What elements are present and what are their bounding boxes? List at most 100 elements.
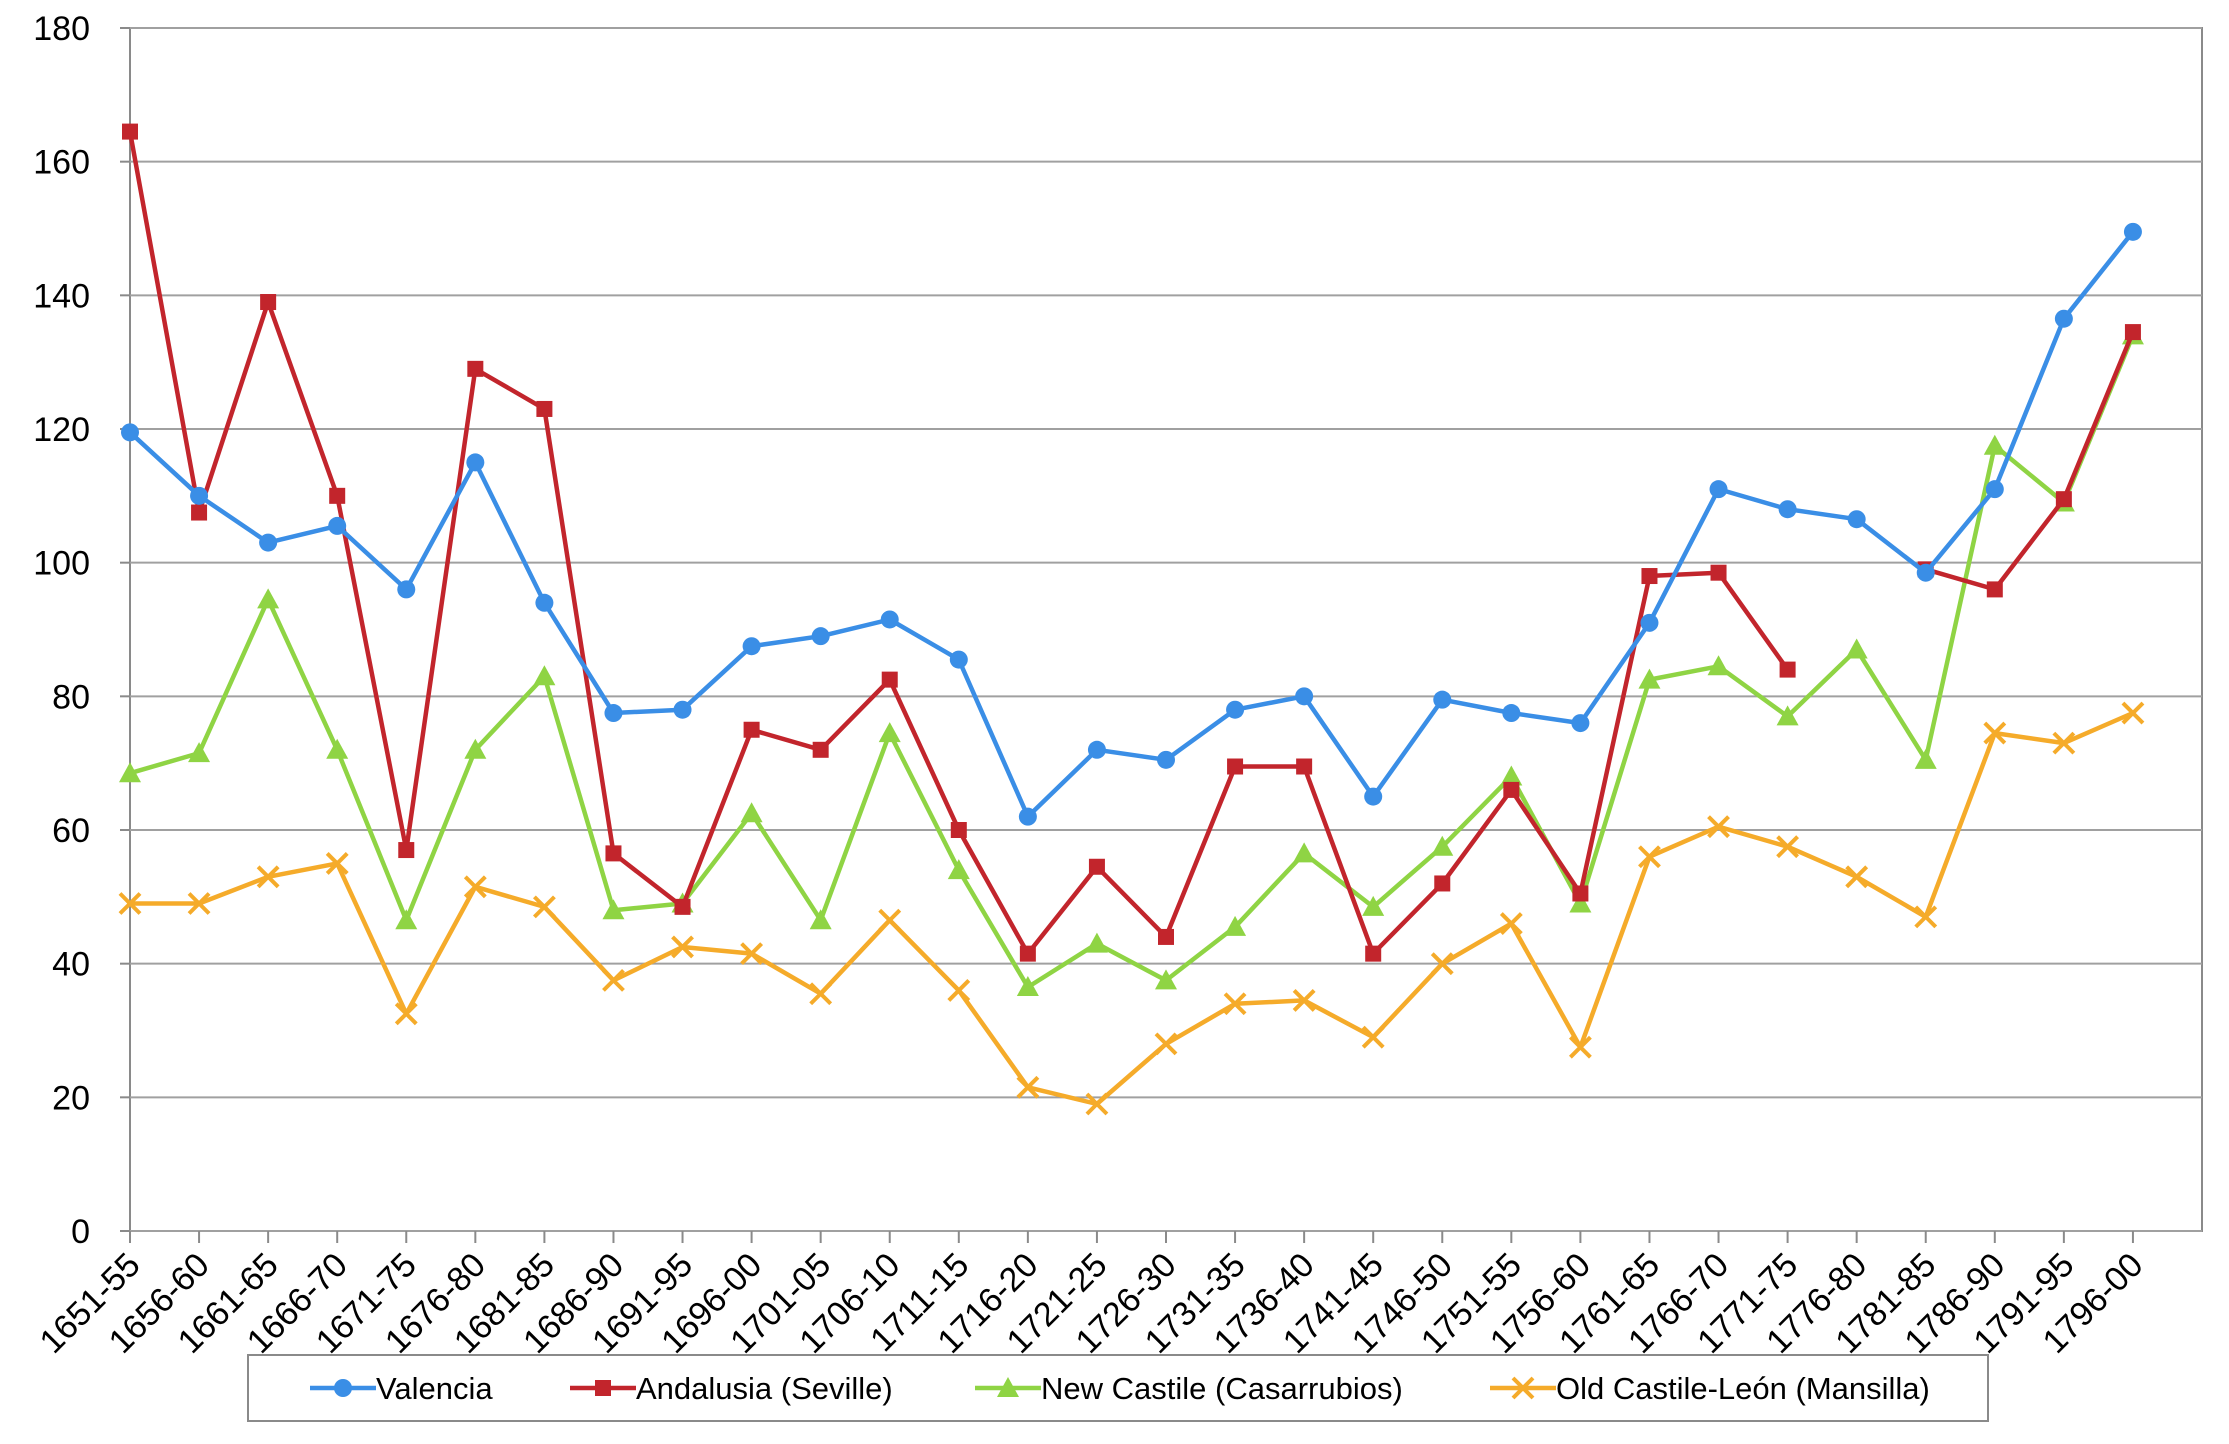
data-point	[118, 892, 142, 915]
data-point	[949, 650, 968, 669]
legend-entry: Old Castile-León (Mansilla)	[1490, 1371, 1930, 1406]
y-tick-label: 0	[71, 1213, 90, 1251]
data-point	[1085, 1092, 1109, 1116]
data-point	[1362, 895, 1385, 916]
data-point	[742, 637, 761, 656]
data-point	[398, 842, 415, 859]
data-point	[740, 942, 764, 966]
series-1	[122, 123, 2141, 962]
data-point	[1914, 748, 1937, 769]
y-tick-label: 140	[33, 277, 90, 315]
data-point	[1434, 875, 1451, 892]
legend-entry: Valencia	[310, 1371, 493, 1406]
data-point	[1779, 661, 1796, 678]
data-point	[1224, 915, 1247, 936]
data-point	[1019, 945, 1036, 962]
y-tick-label: 120	[33, 411, 90, 449]
data-point	[326, 738, 349, 759]
data-point	[605, 845, 622, 862]
series-line	[129, 334, 2135, 990]
data-point	[1295, 687, 1314, 706]
data-point	[190, 486, 209, 505]
y-tick-label: 20	[52, 1079, 90, 1117]
data-point	[1640, 613, 1659, 632]
data-point	[809, 982, 833, 1006]
data-point	[1018, 807, 1037, 826]
y-tick-label: 160	[33, 144, 90, 182]
data-point	[1016, 976, 1039, 997]
x-axis-ticks: 1651-551656-601661-651666-701671-751676-…	[33, 1231, 2151, 1361]
legend-marker	[1511, 1376, 1535, 1400]
data-point	[1226, 700, 1245, 719]
data-point	[329, 487, 346, 504]
data-point	[1914, 905, 1938, 929]
data-point	[397, 580, 416, 599]
data-point	[1641, 568, 1658, 585]
data-point	[536, 400, 553, 417]
data-point	[1569, 892, 1592, 913]
data-point	[1088, 858, 1105, 875]
legend-marker	[595, 1380, 611, 1396]
legend-label: Valencia	[376, 1371, 493, 1406]
data-point	[1293, 842, 1316, 863]
data-point	[2124, 324, 2141, 341]
data-point	[809, 909, 832, 930]
data-point	[1776, 835, 1800, 859]
data-point	[1155, 969, 1177, 990]
gridlines	[129, 27, 2203, 1232]
data-point	[671, 935, 694, 959]
series-line	[130, 710, 2134, 1107]
data-point	[328, 516, 347, 535]
data-point	[740, 802, 763, 823]
legend: Valencia Andalusia (Seville) New Castile (…	[247, 1354, 1989, 1422]
legend-label: Andalusia (Seville)	[636, 1371, 893, 1406]
data-point	[1916, 563, 1935, 582]
data-point	[119, 762, 141, 783]
data-point	[188, 742, 211, 763]
data-point	[191, 504, 208, 521]
data-point	[1431, 835, 1454, 856]
data-point	[1568, 1035, 1592, 1059]
data-point	[881, 671, 898, 688]
y-tick-label: 80	[52, 678, 90, 716]
data-point	[464, 738, 487, 759]
data-point	[395, 909, 418, 930]
data-point	[1227, 758, 1244, 775]
legend-marker	[997, 1377, 1019, 1397]
data-point	[1572, 885, 1589, 902]
data-point	[394, 1002, 418, 1026]
data-point	[463, 875, 487, 899]
data-point	[532, 895, 556, 919]
data-point	[1778, 500, 1797, 519]
data-point	[1847, 510, 1866, 529]
data-point	[467, 360, 484, 377]
data-point	[1500, 765, 1523, 786]
data-point	[1364, 787, 1383, 806]
legend-box	[247, 1354, 1989, 1422]
series-3	[118, 701, 2145, 1116]
data-point	[1709, 480, 1728, 499]
data-point	[1707, 815, 1730, 839]
data-point	[880, 610, 899, 629]
data-point	[1433, 690, 1452, 709]
data-point	[743, 721, 760, 738]
data-point	[1296, 758, 1313, 775]
data-point	[1087, 740, 1106, 759]
data-point	[1983, 721, 2007, 745]
data-point	[878, 722, 901, 743]
data-point	[1365, 945, 1382, 962]
data-point	[673, 700, 692, 719]
data-point	[1430, 952, 1454, 976]
y-tick-label: 40	[52, 946, 90, 984]
data-point	[1223, 992, 1247, 1016]
legend-entry: Andalusia (Seville)	[570, 1371, 893, 1406]
data-point	[1638, 845, 1661, 869]
series-0	[121, 222, 2142, 826]
data-point	[535, 593, 554, 612]
data-point	[1503, 781, 1520, 798]
series-line	[128, 230, 2135, 819]
data-point	[1986, 581, 2003, 598]
y-tick-label: 180	[33, 10, 90, 48]
data-point	[1361, 1025, 1385, 1049]
